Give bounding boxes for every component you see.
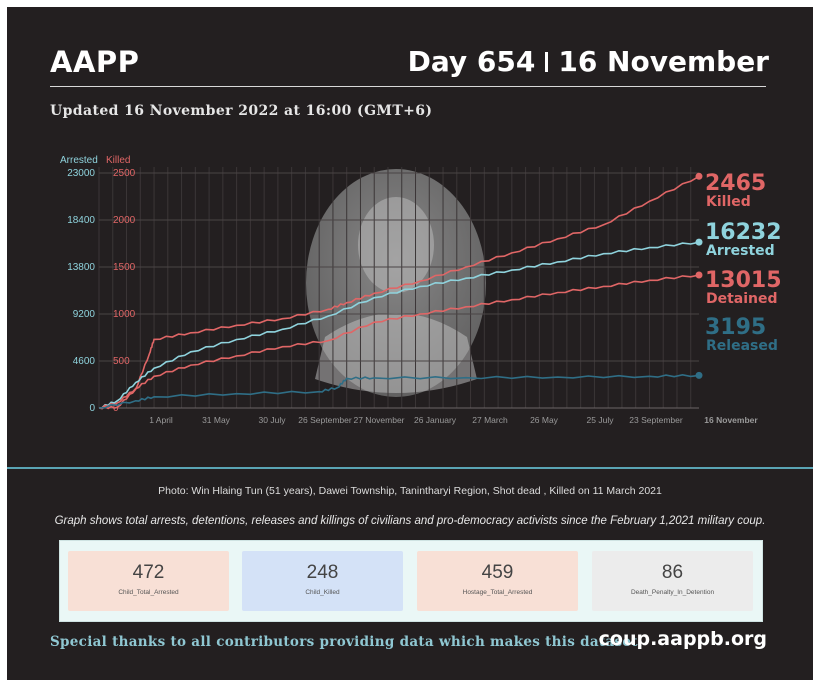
chart-grid (98, 167, 699, 409)
stat-label: Hostage_Total_Arrested (462, 589, 533, 596)
right-tick-label: 0 (113, 403, 119, 414)
section-divider (7, 467, 813, 469)
end-value-detained: 13015 (705, 268, 782, 293)
site-link[interactable]: coup.aappb.org (598, 628, 767, 650)
series-end-dot-released (695, 371, 703, 379)
x-tick-label: 25 July (587, 415, 615, 425)
stat-card-death-penalty: 86 Death_Penalty_In_Detention (592, 551, 753, 611)
infographic: AAPP Day 654 16 November Updated 16 Novem… (7, 7, 813, 680)
x-tick-label: 16 November (704, 415, 758, 425)
x-tick-label: 27 November (353, 415, 404, 425)
series-lines (98, 172, 703, 410)
stat-value: 86 (661, 562, 684, 583)
day-date: 16 November (558, 45, 769, 78)
stat-value: 459 (481, 562, 514, 583)
right-tick-label: 1000 (113, 309, 136, 320)
x-tick-label: 1 April (149, 415, 173, 425)
right-tick-label: 1500 (113, 262, 136, 273)
series-line-detained (99, 274, 700, 409)
stat-value: 472 (132, 562, 165, 583)
x-tick-label: 26 May (530, 415, 559, 425)
photo-caption: Photo: Win Hlaing Tun (51 years), Dawei … (158, 485, 662, 497)
end-label-detained: Detained (706, 291, 778, 307)
left-axis-title: Arrested (60, 155, 98, 166)
stat-card-child-killed: 248 Child_Killed (242, 551, 403, 611)
chart-description: Graph shows total arrests, detentions, r… (54, 515, 766, 527)
chart: Arrested Killed 0 4600 9200 13800 18400 23000… (60, 155, 782, 425)
stat-label: Child_Killed (305, 589, 340, 596)
stat-label: Child_Total_Arrested (118, 589, 179, 596)
series-end-dot-arrested (695, 238, 703, 246)
x-tick-label: 30 July (259, 415, 287, 425)
series-end-dot-killed (695, 172, 703, 180)
day-count: Day 654 (407, 45, 536, 78)
end-label-killed: Killed (706, 194, 751, 210)
right-axis-title: Killed (106, 155, 130, 166)
right-axis: 0 500 1000 1500 2000 2500 (113, 168, 136, 414)
x-tick-label: 26 September (298, 415, 352, 425)
x-tick-label: 26 January (414, 415, 457, 425)
stat-card-hostage-arrested: 459 Hostage_Total_Arrested (417, 551, 578, 611)
right-tick-label: 500 (113, 356, 130, 367)
stat-card-child-arrested: 472 Child_Total_Arrested (68, 551, 229, 611)
header-rule (50, 86, 766, 87)
left-tick-label: 18400 (67, 215, 95, 226)
left-tick-label: 9200 (73, 309, 96, 320)
end-value-arrested: 16232 (705, 220, 782, 245)
left-tick-label: 4600 (73, 356, 96, 367)
stats-panel: 472 Child_Total_Arrested 248 Child_Kille… (59, 540, 763, 622)
updated-timestamp: Updated 16 November 2022 at 16:00 (GMT+6… (50, 103, 433, 119)
thanks-note: Special thanks to all contributors provi… (50, 634, 643, 650)
left-tick-label: 23000 (67, 168, 95, 179)
stat-label: Death_Penalty_In_Detention (630, 589, 715, 596)
victim-portrait (306, 169, 486, 397)
series-line-arrested (98, 241, 700, 409)
left-tick-label: 0 (89, 403, 95, 414)
right-tick-label: 2500 (113, 168, 136, 179)
series-end-dot-detained (695, 271, 703, 279)
x-tick-label: 23 September (629, 415, 683, 425)
x-tick-label: 27 March (472, 415, 508, 425)
right-tick-label: 2000 (113, 215, 136, 226)
left-tick-label: 13800 (67, 262, 95, 273)
left-axis: 0 4600 9200 13800 18400 23000 (67, 168, 95, 414)
day-heading: Day 654 16 November (408, 45, 769, 78)
x-axis: 1 April 31 May 30 July 26 September 27 Novem… (149, 415, 758, 425)
x-tick-label: 31 May (202, 415, 231, 425)
series-line-released (98, 373, 700, 409)
day-separator (545, 52, 549, 72)
end-label-released: Released (706, 338, 778, 354)
stat-value: 248 (306, 562, 339, 583)
brand-title: AAPP (50, 45, 140, 79)
end-label-arrested: Arrested (706, 243, 775, 259)
end-value-released: 3195 (705, 315, 766, 340)
end-value-killed: 2465 (705, 171, 766, 196)
series-line-killed (98, 175, 700, 410)
